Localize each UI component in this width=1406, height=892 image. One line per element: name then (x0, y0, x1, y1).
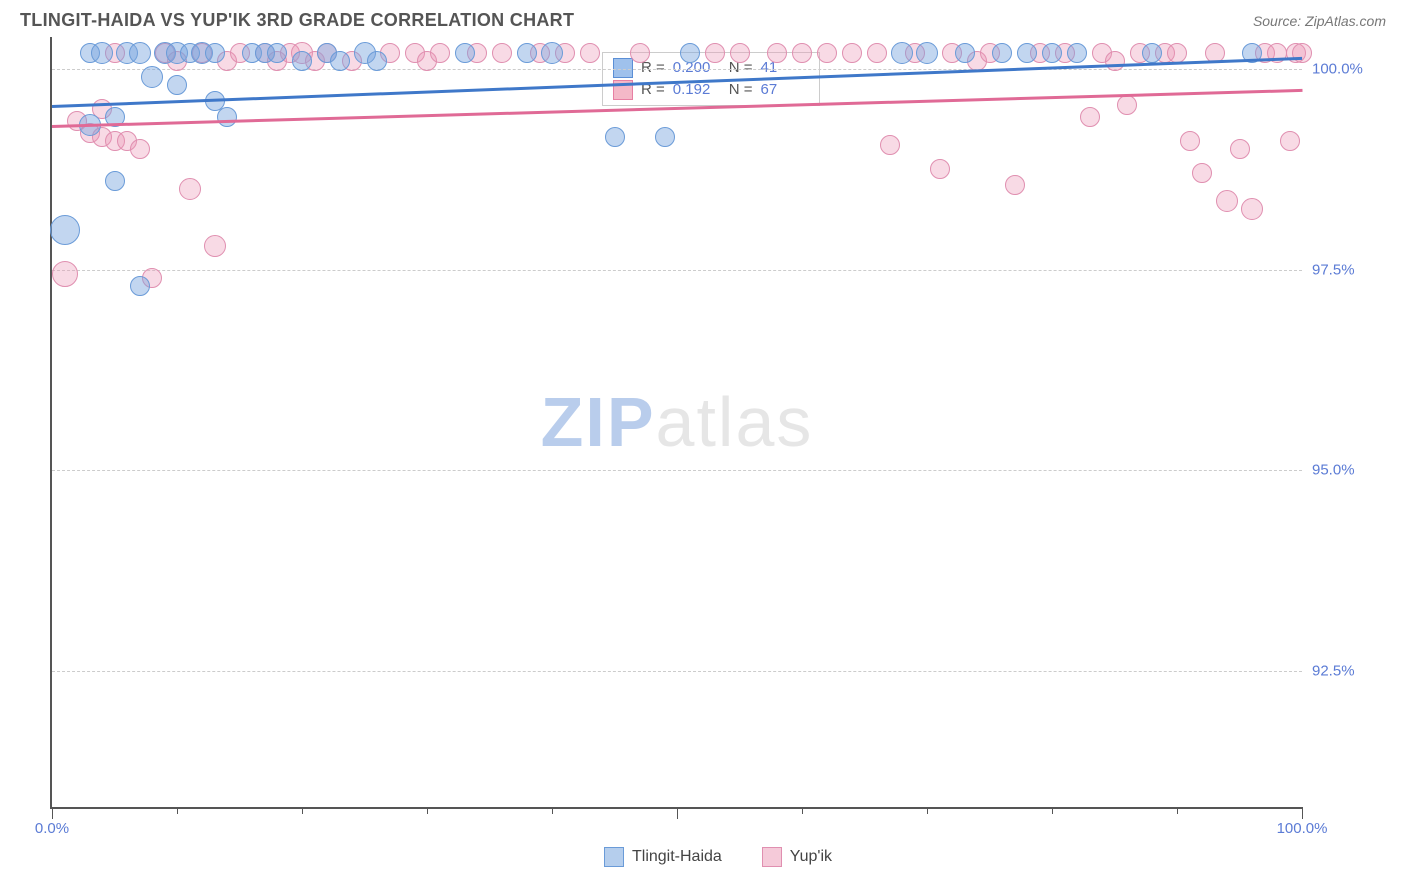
scatter-point-b (1216, 190, 1238, 212)
scatter-point-a (129, 42, 151, 64)
scatter-point-a (1142, 43, 1162, 63)
x-tick (1177, 807, 1178, 814)
scatter-point-a (91, 42, 113, 64)
scatter-point-b (1292, 43, 1312, 63)
scatter-point-b (492, 43, 512, 63)
gridline (52, 470, 1302, 471)
scatter-point-b (880, 135, 900, 155)
stats-n-label: N = (729, 79, 753, 101)
scatter-point-b (792, 43, 812, 63)
scatter-point-b (817, 43, 837, 63)
scatter-point-a (655, 127, 675, 147)
scatter-point-b (1117, 95, 1137, 115)
x-tick (1302, 807, 1303, 819)
scatter-point-b (1167, 43, 1187, 63)
scatter-point-b (430, 43, 450, 63)
gridline (52, 671, 1302, 672)
scatter-point-a (217, 107, 237, 127)
legend-swatch-b (762, 847, 782, 867)
scatter-point-b (630, 43, 650, 63)
scatter-point-b (204, 235, 226, 257)
scatter-point-b (1230, 139, 1250, 159)
scatter-point-a (292, 51, 312, 71)
scatter-point-b (867, 43, 887, 63)
plot-area: ZIPatlas R =0.200N =41R =0.192N =67 92.5… (50, 37, 1302, 809)
scatter-point-a (205, 43, 225, 63)
x-tick (927, 807, 928, 814)
scatter-point-a (267, 43, 287, 63)
x-tick (177, 807, 178, 814)
scatter-point-b (52, 261, 78, 287)
scatter-point-b (1192, 163, 1212, 183)
scatter-point-b (842, 43, 862, 63)
x-tick-label: 100.0% (1277, 820, 1328, 837)
scatter-point-b (580, 43, 600, 63)
x-tick (552, 807, 553, 814)
scatter-point-b (705, 43, 725, 63)
y-tick-label: 92.5% (1312, 662, 1372, 679)
source-attribution: Source: ZipAtlas.com (1253, 13, 1386, 29)
scatter-point-b (767, 43, 787, 63)
scatter-point-a (167, 75, 187, 95)
x-tick (427, 807, 428, 814)
scatter-point-a (992, 43, 1012, 63)
stats-n-value: 67 (761, 79, 809, 101)
y-tick-label: 100.0% (1312, 61, 1372, 78)
scatter-point-b (1105, 51, 1125, 71)
watermark: ZIPatlas (541, 382, 814, 462)
scatter-point-a (541, 42, 563, 64)
scatter-point-a (455, 43, 475, 63)
x-tick-label: 0.0% (35, 820, 69, 837)
scatter-point-b (1280, 131, 1300, 151)
scatter-point-a (367, 51, 387, 71)
scatter-point-a (1067, 43, 1087, 63)
chart-title: TLINGIT-HAIDA VS YUP'IK 3RD GRADE CORREL… (20, 10, 574, 31)
x-tick (302, 807, 303, 814)
scatter-point-a (955, 43, 975, 63)
scatter-point-b (1005, 175, 1025, 195)
scatter-point-a (105, 171, 125, 191)
y-tick-label: 95.0% (1312, 462, 1372, 479)
x-tick (677, 807, 678, 819)
scatter-point-b (1241, 198, 1263, 220)
scatter-point-b (1080, 107, 1100, 127)
legend-item-a: Tlingit-Haida (604, 847, 722, 867)
gridline (52, 270, 1302, 271)
bottom-legend: Tlingit-Haida Yup'ik (50, 847, 1386, 867)
scatter-point-a (330, 51, 350, 71)
scatter-point-a (517, 43, 537, 63)
legend-swatch-a (604, 847, 624, 867)
scatter-point-b (930, 159, 950, 179)
scatter-point-a (680, 43, 700, 63)
scatter-point-b (730, 43, 750, 63)
scatter-point-b (179, 178, 201, 200)
scatter-point-a (1042, 43, 1062, 63)
scatter-point-a (130, 276, 150, 296)
scatter-point-b (130, 139, 150, 159)
scatter-point-a (891, 42, 913, 64)
scatter-point-a (1017, 43, 1037, 63)
watermark-light: atlas (656, 383, 814, 461)
x-tick (1052, 807, 1053, 814)
scatter-point-b (1180, 131, 1200, 151)
scatter-point-a (916, 42, 938, 64)
x-tick (802, 807, 803, 814)
legend-label-a: Tlingit-Haida (632, 848, 722, 866)
chart-container: 3rd Grade ZIPatlas R =0.200N =41R =0.192… (50, 37, 1386, 867)
x-tick (52, 807, 53, 819)
y-tick-label: 97.5% (1312, 261, 1372, 278)
legend-label-b: Yup'ik (790, 848, 832, 866)
legend-item-b: Yup'ik (762, 847, 832, 867)
watermark-bold: ZIP (541, 383, 656, 461)
scatter-point-a (50, 215, 80, 245)
scatter-point-a (141, 66, 163, 88)
scatter-point-a (605, 127, 625, 147)
